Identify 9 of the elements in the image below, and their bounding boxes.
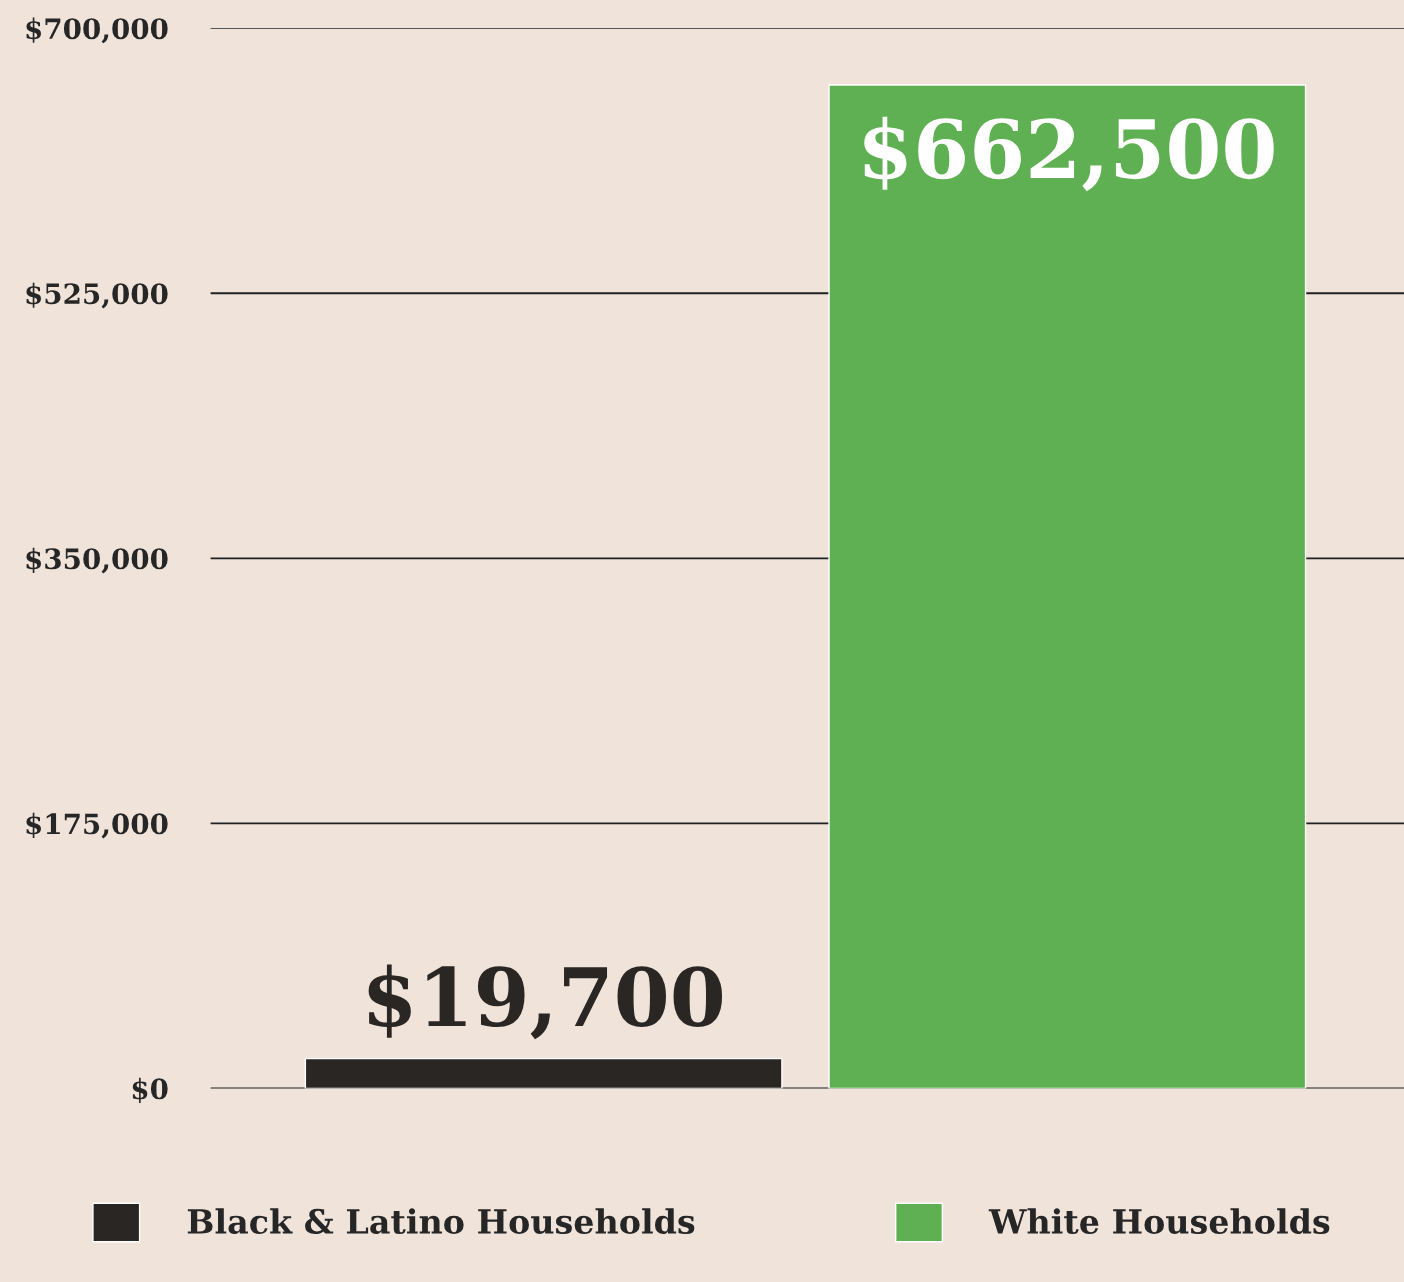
legend-label: Black & Latino Households	[187, 1208, 695, 1235]
y-tick-label: $350,000	[26, 547, 168, 574]
data-label: $662,500	[864, 116, 1274, 192]
data-label: $19,700	[368, 964, 723, 1040]
y-tick-label: $175,000	[26, 812, 168, 839]
y-tick-label: $525,000	[26, 282, 168, 309]
legend-label: White Households	[988, 1208, 1330, 1235]
y-tick-label: $700,000	[26, 17, 168, 44]
y-tick-label: $0	[132, 1077, 168, 1104]
